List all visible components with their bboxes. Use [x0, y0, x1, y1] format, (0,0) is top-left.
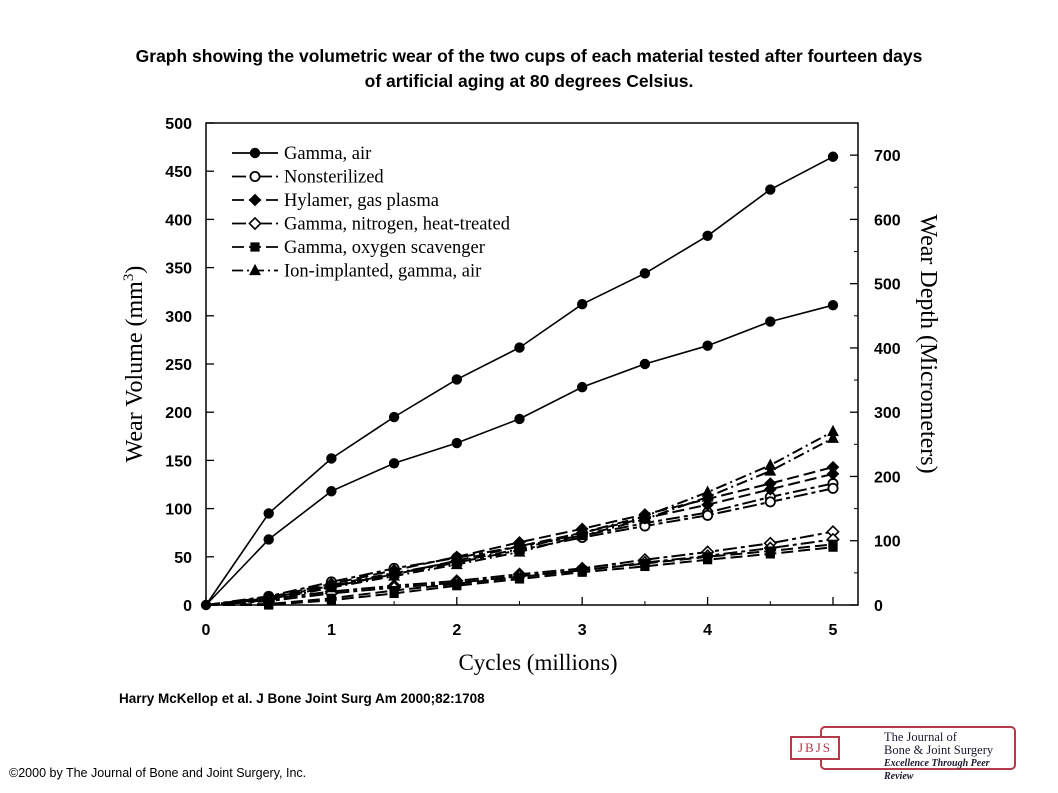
- data-point: [765, 316, 776, 327]
- data-point: [827, 431, 839, 443]
- data-point: [763, 483, 777, 496]
- y-tick-label: 350: [165, 261, 192, 278]
- y2-tick-label: 0: [874, 598, 883, 615]
- legend-entry: Hylamer, gas plasma: [284, 191, 439, 211]
- legend-marker: [248, 216, 262, 231]
- legend-entry: Gamma, nitrogen, heat-treated: [284, 215, 511, 235]
- x-tick-label: 0: [202, 622, 211, 639]
- y-tick-label: 450: [165, 164, 192, 181]
- logo-mark: JBJS: [790, 736, 840, 760]
- data-point: [451, 374, 462, 385]
- data-point: [701, 498, 714, 512]
- y-axis-label: Wear Volume (mm3): [121, 266, 148, 463]
- y2-tick-label: 600: [874, 212, 901, 229]
- data-point: [262, 593, 275, 605]
- y-tick-label: 500: [165, 116, 192, 133]
- data-point: [388, 411, 400, 423]
- page-title: Graph showing the volumetric wear of the…: [40, 44, 1018, 94]
- y2-tick-label: 400: [874, 341, 901, 358]
- title-line-2: of artificial aging at 80 degrees Celsiu…: [364, 71, 694, 91]
- legend-entry: Ion-implanted, gamma, air: [284, 262, 481, 282]
- data-point: [826, 467, 840, 481]
- data-point: [638, 512, 651, 524]
- data-point: [452, 579, 462, 589]
- legend-marker: [250, 242, 260, 252]
- data-point: [577, 565, 587, 575]
- data-point: [702, 509, 714, 521]
- y-tick-label: 250: [165, 357, 192, 374]
- data-point: [765, 546, 775, 556]
- y-tick-label: 50: [174, 550, 192, 567]
- data-point: [200, 599, 212, 611]
- data-point: [701, 490, 714, 502]
- data-point: [702, 230, 713, 241]
- data-point: [513, 545, 526, 557]
- data-point: [326, 593, 336, 603]
- legend-entry: Gamma, oxygen scavenger: [284, 238, 485, 258]
- data-point: [326, 453, 337, 464]
- data-point: [827, 299, 839, 311]
- jbjs-logo: The Journal of Bone & Joint Surgery Exce…: [790, 726, 1022, 782]
- data-point: [514, 413, 525, 425]
- x-tick-label: 4: [703, 622, 712, 639]
- x-tick-label: 5: [829, 622, 838, 639]
- data-point: [827, 151, 839, 162]
- x-tick-label: 2: [452, 622, 461, 639]
- data-point: [388, 569, 401, 581]
- y-tick-label: 300: [165, 309, 192, 326]
- y2-tick-label: 300: [874, 405, 901, 422]
- data-point: [764, 496, 776, 508]
- data-point: [765, 184, 776, 195]
- data-point: [514, 342, 525, 353]
- data-point: [389, 585, 399, 596]
- y-tick-label: 0: [183, 598, 192, 615]
- data-point: [450, 557, 463, 570]
- data-point: [639, 358, 651, 370]
- logo-line-1: The Journal of: [884, 730, 957, 744]
- citation: Harry McKellop et al. J Bone Joint Surg …: [119, 691, 485, 706]
- x-axis-label: Cycles (millions): [458, 650, 617, 675]
- data-point: [640, 558, 650, 569]
- data-point: [828, 539, 838, 549]
- y-tick-label: 400: [165, 212, 192, 229]
- data-point: [263, 508, 274, 519]
- copyright-notice: ©2000 by The Journal of Bone and Joint S…: [9, 766, 307, 780]
- legend-entry: Nonsterilized: [284, 168, 384, 188]
- legend-marker: [248, 193, 262, 207]
- title-line-1: Graph showing the volumetric wear of the…: [135, 46, 923, 66]
- x-tick-label: 3: [578, 622, 587, 639]
- data-point: [451, 437, 462, 449]
- y-tick-label: 100: [165, 502, 192, 519]
- logo-text: The Journal of Bone & Joint Surgery Exce…: [884, 731, 1014, 783]
- data-point: [514, 572, 525, 582]
- legend-marker: [249, 170, 261, 182]
- y2-tick-label: 200: [874, 469, 901, 486]
- data-point: [764, 464, 777, 476]
- logo-line-2: Bone & Joint Surgery: [884, 743, 994, 757]
- data-point: [702, 340, 713, 351]
- data-point: [263, 534, 274, 545]
- y2-tick-label: 700: [874, 148, 901, 165]
- y2-tick-label: 100: [874, 534, 901, 551]
- data-point: [703, 552, 713, 562]
- data-point: [388, 458, 400, 469]
- data-point: [326, 486, 337, 497]
- y-tick-label: 200: [165, 405, 192, 422]
- data-point: [639, 268, 651, 279]
- y2-axis-label: Wear Depth (Micrometers): [915, 214, 941, 473]
- legend-entry: Gamma, air: [284, 144, 371, 164]
- y-tick-label: 150: [165, 453, 192, 470]
- logo-tagline: Excellence Through Peer Review: [884, 758, 990, 782]
- data-point: [577, 381, 588, 393]
- logo-frame: The Journal of Bone & Joint Surgery Exce…: [820, 726, 1016, 782]
- x-tick-label: 1: [327, 622, 336, 639]
- data-point: [325, 580, 338, 593]
- data-point: [827, 482, 839, 494]
- data-point: [576, 528, 589, 541]
- data-point: [577, 299, 588, 310]
- y2-tick-label: 500: [874, 277, 901, 294]
- legend-marker: [249, 147, 261, 159]
- legend-marker: [249, 263, 261, 276]
